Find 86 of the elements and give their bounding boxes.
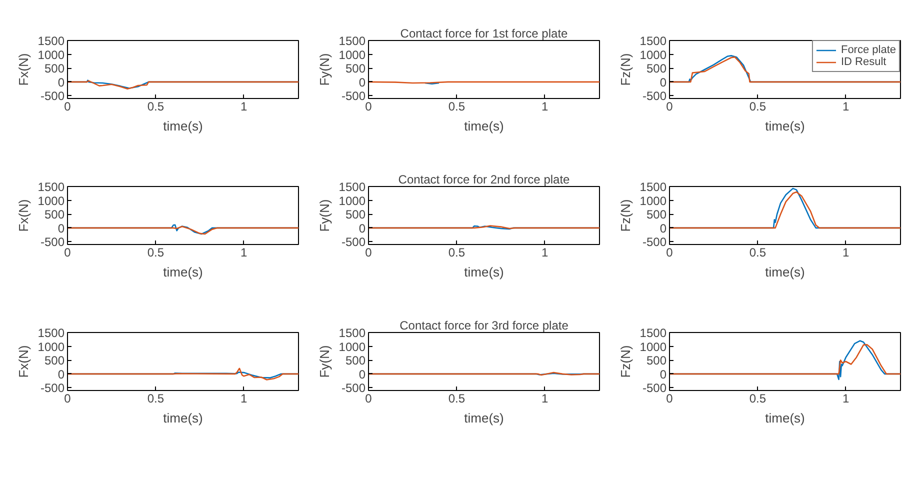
y-tick-label: 500 <box>646 208 667 222</box>
y-tick-label: -500 <box>341 235 366 250</box>
y-tick-label: 0 <box>660 221 667 236</box>
x-tick-label: 0.5 <box>749 100 766 114</box>
y-tick-label: 1500 <box>640 180 667 194</box>
y-tick-label: 1000 <box>338 48 366 62</box>
y-tick-label: 0 <box>358 221 366 236</box>
y-tick-label: -500 <box>341 89 366 104</box>
y-tick-label: 500 <box>646 354 667 368</box>
y-tick-label: -500 <box>40 381 65 396</box>
x-tick-label: 1 <box>842 100 850 114</box>
y-axis-title: Fx(N) <box>16 199 31 232</box>
x-tick-label: 1 <box>240 100 248 114</box>
y-axis-title: Fz(N) <box>618 53 633 86</box>
y-tick-label: 500 <box>44 354 65 368</box>
y-axis-title: Fz(N) <box>618 199 633 232</box>
legend-label: Force plate <box>840 44 896 56</box>
y-tick-label: 1000 <box>338 194 366 208</box>
y-tick-label: -500 <box>40 235 65 250</box>
x-axis-title: time(s) <box>464 410 504 426</box>
x-tick-label: 0.5 <box>147 246 164 260</box>
x-axis-title: time(s) <box>163 264 203 280</box>
y-tick-label: 0 <box>660 75 667 90</box>
y-tick-label: -500 <box>642 89 667 104</box>
x-tick-label: 0.5 <box>448 246 466 260</box>
y-tick-label: 1500 <box>640 34 667 48</box>
y-tick-label: -500 <box>40 89 65 104</box>
y-tick-label: -500 <box>642 235 667 250</box>
y-axis-title: Fy(N) <box>316 345 332 378</box>
y-tick-label: 1500 <box>338 180 366 194</box>
y-tick-label: 0 <box>660 367 667 382</box>
y-tick-label: 500 <box>44 208 65 222</box>
y-tick-label: 1500 <box>640 326 667 340</box>
y-axis-title: Fz(N) <box>618 345 633 378</box>
y-tick-label: 1000 <box>38 340 65 354</box>
x-axis-title: time(s) <box>163 118 203 134</box>
x-tick-label: 0.5 <box>749 246 766 260</box>
y-tick-label: 0 <box>358 75 366 90</box>
x-tick-label: 0.5 <box>448 100 466 114</box>
y-axis-title: Fy(N) <box>316 199 332 232</box>
x-axis-title: time(s) <box>464 264 504 280</box>
y-tick-label: 1500 <box>338 34 366 48</box>
y-tick-label: 0 <box>58 367 65 382</box>
x-axis-title: time(s) <box>765 118 805 134</box>
y-tick-label: 1000 <box>640 340 667 354</box>
x-tick-label: 1 <box>842 246 850 260</box>
y-axis-title: Fx(N) <box>16 53 31 86</box>
y-axis-title: Fy(N) <box>316 53 332 86</box>
x-axis-title: time(s) <box>464 118 504 134</box>
y-tick-label: 0 <box>358 367 366 382</box>
x-tick-label: 0.5 <box>749 392 766 406</box>
x-axis-title: time(s) <box>163 410 203 426</box>
y-tick-label: 1500 <box>338 326 366 340</box>
x-axis-title: time(s) <box>765 264 805 280</box>
y-tick-label: 0 <box>58 75 65 90</box>
y-tick-label: 500 <box>44 62 65 76</box>
y-tick-label: 500 <box>345 354 366 368</box>
chart-title: Contact force for 2nd force plate <box>398 172 570 186</box>
y-tick-label: 500 <box>646 62 667 76</box>
y-tick-label: 1000 <box>38 48 65 62</box>
x-tick-label: 1 <box>240 392 248 406</box>
y-tick-label: 1000 <box>640 48 667 62</box>
y-tick-label: 1000 <box>338 340 366 354</box>
x-tick-label: 0.5 <box>147 392 164 406</box>
y-tick-label: 1500 <box>38 326 65 340</box>
y-tick-label: 500 <box>345 208 366 222</box>
x-tick-label: 1 <box>542 392 548 406</box>
y-tick-label: -500 <box>642 381 667 396</box>
y-tick-label: 500 <box>345 62 366 76</box>
y-tick-label: 1000 <box>38 194 65 208</box>
x-tick-label: 0.5 <box>448 392 466 406</box>
x-tick-label: 1 <box>240 246 248 260</box>
y-tick-label: 0 <box>58 221 65 236</box>
y-tick-label: 1000 <box>640 194 667 208</box>
x-axis-title: time(s) <box>765 410 805 426</box>
x-tick-label: 1 <box>542 100 548 114</box>
y-tick-label: -500 <box>341 381 366 396</box>
y-tick-label: 1500 <box>38 180 65 194</box>
x-tick-label: 1 <box>842 392 850 406</box>
x-tick-label: 1 <box>542 246 548 260</box>
x-tick-label: 0.5 <box>147 100 164 114</box>
chart-title: Contact force for 1st force plate <box>400 26 568 40</box>
legend-label: ID Result <box>840 56 886 68</box>
y-tick-label: 1500 <box>38 34 65 48</box>
y-axis-title: Fx(N) <box>16 345 31 378</box>
chart-title: Contact force for 3rd force plate <box>400 318 569 332</box>
